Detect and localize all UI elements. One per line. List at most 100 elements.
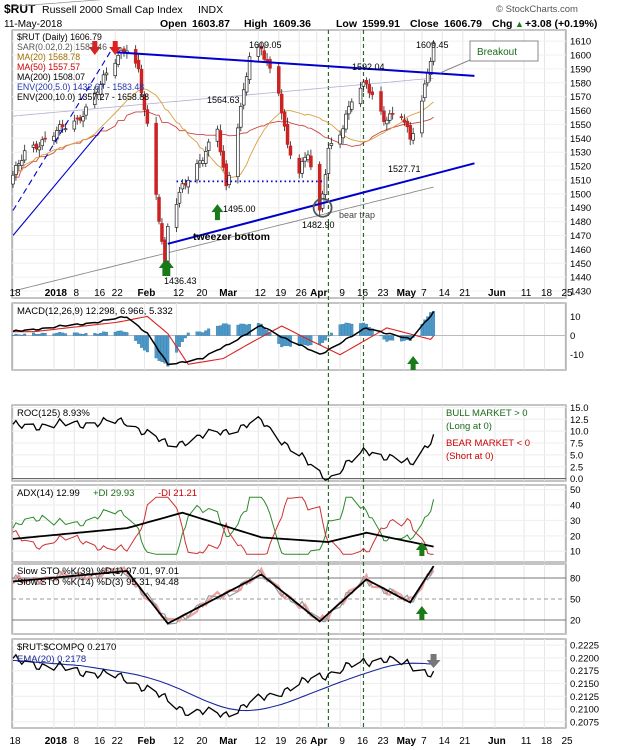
x-axis-label: 2018 xyxy=(45,288,68,299)
x-axis-label: Apr xyxy=(310,288,327,299)
candle-body xyxy=(405,120,410,128)
chg-value: +3.08 (+0.19%) xyxy=(525,18,597,30)
macd-histogram-bar xyxy=(116,330,120,336)
candle-body xyxy=(174,204,179,228)
x-axis-label: 18 xyxy=(9,288,21,299)
macd-histogram-bar xyxy=(326,335,330,337)
candle-body xyxy=(425,72,430,84)
macd-histogram-bar xyxy=(280,335,284,348)
macd-histogram-bar xyxy=(268,333,272,336)
macd-histogram-bar xyxy=(113,331,117,336)
candle-body xyxy=(423,83,427,99)
x-axis-label: May xyxy=(397,288,417,299)
x-axis-label: 22 xyxy=(112,288,124,299)
candle-body xyxy=(244,76,249,93)
candle-body xyxy=(113,62,117,77)
macd-histogram-bar xyxy=(303,335,307,345)
ratio-y-tick: 0.2150 xyxy=(570,679,599,690)
x-axis-label: Jun xyxy=(488,736,506,747)
candle-body xyxy=(116,55,120,65)
watermark: © StockCharts.com xyxy=(496,4,578,15)
macd-histogram-bar xyxy=(93,333,97,336)
price-y-tick: 1570 xyxy=(570,92,591,103)
macd-histogram-bar xyxy=(245,324,249,336)
candle-body xyxy=(101,74,106,85)
x-axis-label: 18 xyxy=(541,736,553,747)
price-legend-item: MA(20) 1568.78 xyxy=(17,52,80,62)
roc-bear-label: BEAR MARKET < 0 xyxy=(446,438,530,449)
candle-body xyxy=(201,160,205,164)
candle-body xyxy=(288,145,293,156)
price-y-tick: 1430 xyxy=(570,287,591,298)
ratio-y-tick: 0.2075 xyxy=(570,717,599,728)
candle-body xyxy=(37,146,42,151)
candle-body xyxy=(40,139,44,147)
macd-histogram-bar xyxy=(186,332,190,336)
candle-body xyxy=(431,43,436,62)
price-annotation: 1592.04 xyxy=(352,62,385,72)
x-axis-label: Feb xyxy=(138,736,156,747)
candle-body xyxy=(136,59,141,70)
x-axis-label: 20 xyxy=(196,736,208,747)
price-legend-item: $RUT (Daily) 1606.79 xyxy=(17,32,102,42)
low-label: Low xyxy=(336,18,358,30)
breakout-pointer xyxy=(439,59,471,74)
macd-histogram-bar xyxy=(382,335,386,340)
candle-body xyxy=(370,91,374,96)
macd-histogram-bar xyxy=(432,311,436,336)
candle-body xyxy=(285,123,290,145)
price-y-tick: 1520 xyxy=(570,162,591,173)
x-axis-label: 19 xyxy=(275,736,287,747)
candle-body xyxy=(262,50,266,60)
ratio-y-tick: 0.2175 xyxy=(570,666,599,677)
macd-histogram-bar xyxy=(20,334,24,336)
adx-line xyxy=(12,511,434,548)
macd-histogram-bar xyxy=(385,335,389,342)
chg-arrow-icon: ▲ xyxy=(515,19,524,29)
macd-histogram-bar xyxy=(259,323,263,336)
roc-y-tick: 10.0 xyxy=(570,427,589,438)
trendline-resistance xyxy=(115,51,475,77)
candle-body xyxy=(218,130,223,153)
candle-body xyxy=(195,163,199,181)
candle-body xyxy=(98,84,103,96)
adx-y-tick: 10 xyxy=(570,547,581,558)
x-axis-label: 12 xyxy=(255,736,267,747)
candle-body xyxy=(11,174,15,185)
close-value: 1606.79 xyxy=(444,18,482,30)
x-axis-label: 8 xyxy=(74,288,80,299)
macd-histogram-bar xyxy=(239,323,243,336)
macd-histogram-bar xyxy=(61,332,65,336)
x-axis-label: 18 xyxy=(541,288,553,299)
macd-histogram-bar xyxy=(391,335,395,341)
x-axis-label: 25 xyxy=(561,736,573,747)
macd-histogram-bar xyxy=(423,319,427,336)
macd-histogram-bar xyxy=(318,335,322,345)
x-axis-label: 16 xyxy=(357,288,369,299)
macd-histogram-bar xyxy=(14,333,18,336)
macd-histogram-bar xyxy=(99,332,103,336)
ratio-ema-label: EMA(20) 0.2178 xyxy=(17,654,86,665)
adx-pdi-label: +DI 29.93 xyxy=(93,488,134,499)
macd-y-tick: -10 xyxy=(570,350,584,361)
adx-y-tick: 50 xyxy=(570,485,581,496)
macd-signal-line xyxy=(13,315,435,365)
candle-body xyxy=(204,151,208,164)
symbol: $RUT xyxy=(4,2,36,16)
macd-histogram-bar xyxy=(300,335,304,345)
macd-y-tick: 0 xyxy=(570,331,575,342)
candle-body xyxy=(75,117,80,120)
x-axis-label: 21 xyxy=(459,288,471,299)
macd-y-tick: 10 xyxy=(570,312,581,323)
price-y-tick: 1560 xyxy=(570,106,591,117)
macd-histogram-bar xyxy=(344,322,348,336)
candle-body xyxy=(177,191,182,204)
adx-y-tick: 30 xyxy=(570,516,581,527)
macd-histogram-bar xyxy=(119,330,123,336)
candle-body xyxy=(81,116,85,122)
candle-body xyxy=(160,223,164,242)
macd-histogram-bar xyxy=(78,333,82,336)
candle-body xyxy=(326,147,331,174)
candle-body xyxy=(227,175,231,186)
open-label: Open xyxy=(160,18,187,30)
